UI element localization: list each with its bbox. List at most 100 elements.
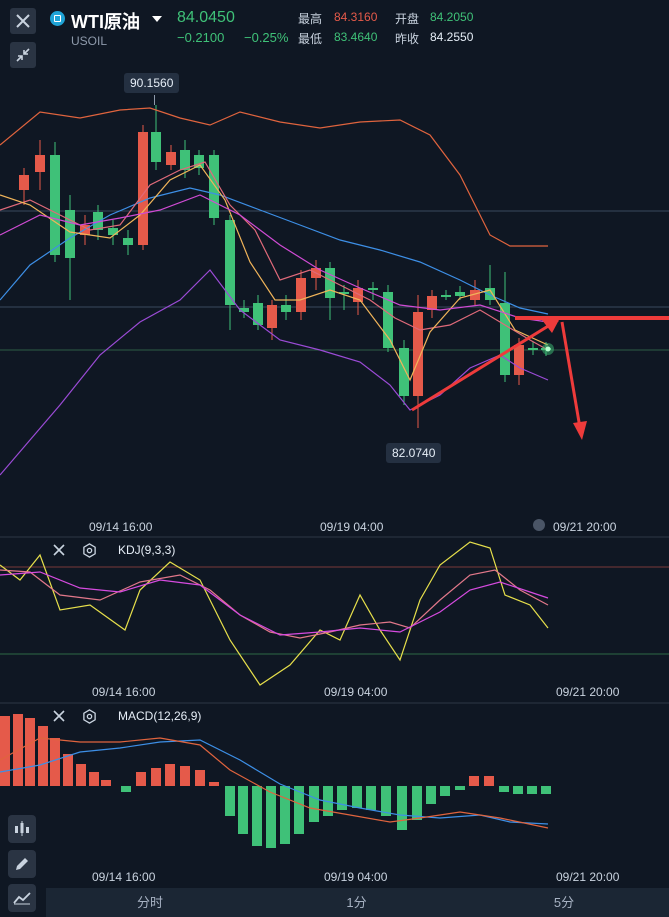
gear-icon: [83, 709, 96, 724]
macd-bar: [25, 718, 35, 786]
ma-line-2: [0, 164, 549, 382]
macd-bar: [426, 786, 436, 804]
date-label: 09/19 04:00: [324, 870, 388, 884]
macd-bar: [337, 786, 347, 810]
macd-bar: [209, 782, 219, 786]
macd-bar: [309, 786, 319, 822]
indicator-tool-button[interactable]: [8, 815, 36, 843]
macd-bar: [252, 786, 262, 846]
boll-upper-line: [0, 107, 548, 247]
macd-bar: [397, 786, 407, 830]
candle-body: [225, 220, 235, 305]
macd-bar: [499, 786, 509, 792]
candle-body: [166, 152, 176, 165]
tab-1min[interactable]: 1分: [254, 888, 459, 917]
macd-chart: [0, 714, 551, 848]
macd-settings-button[interactable]: [82, 709, 97, 724]
candle-body: [281, 305, 291, 312]
tab-timeshare[interactable]: 分时: [46, 888, 254, 917]
tab-5min[interactable]: 5分: [459, 888, 669, 917]
collapse-button[interactable]: [10, 42, 36, 68]
kdj-title: KDJ(9,3,3): [118, 543, 176, 557]
macd-bar: [294, 786, 304, 834]
candle-body: [528, 348, 538, 350]
candle-body: [209, 155, 219, 218]
symbol-logo-icon: [50, 11, 65, 26]
macd-bar: [352, 786, 362, 808]
macd-dif-line: [0, 739, 549, 825]
candle-body: [485, 288, 495, 300]
candle-body: [500, 303, 510, 375]
symbol-name[interactable]: WTI原油: [71, 12, 140, 32]
ma-line-3: [0, 194, 549, 323]
candlestick-chart[interactable]: [0, 105, 551, 476]
macd-bar: [238, 786, 248, 834]
macd-bar: [280, 786, 290, 844]
macd-bar: [225, 786, 235, 816]
macd-bar: [38, 726, 48, 786]
price-change: −0.2100: [177, 30, 225, 45]
close-kdj-button[interactable]: [52, 543, 66, 557]
kdj-d-line: [0, 571, 549, 636]
candle-body: [325, 268, 335, 298]
candle-body: [441, 295, 451, 297]
candle-body: [123, 238, 133, 245]
trend-tool-button[interactable]: [8, 884, 36, 912]
open-label: 开盘: [395, 12, 420, 26]
candle-body: [19, 175, 29, 190]
macd-bar: [136, 772, 146, 786]
candle-body: [296, 278, 306, 312]
candle-body: [151, 132, 161, 162]
candle-body: [267, 305, 277, 328]
max-price-tag: 90.1560: [124, 73, 180, 93]
boll-mid-line: [0, 187, 549, 315]
macd-bar: [484, 776, 494, 786]
date-label: 09/21 20:00: [556, 870, 620, 884]
close-icon: [53, 710, 65, 722]
high-value: 84.3160: [334, 10, 378, 24]
prev-close-value: 84.2550: [430, 30, 474, 44]
macd-bar: [366, 786, 376, 810]
trend-icon: [13, 892, 31, 905]
crosshair-icon[interactable]: [533, 519, 545, 531]
candle-body: [339, 292, 349, 294]
candle-body: [413, 312, 423, 396]
draw-tool-button[interactable]: [8, 850, 36, 878]
prev-close-label: 昨收: [395, 32, 420, 46]
kdj-j-line: [0, 541, 549, 686]
close-icon: [53, 544, 65, 556]
macd-bar: [195, 770, 205, 786]
candle-body: [50, 155, 60, 255]
candle-body: [65, 210, 75, 258]
macd-bar: [381, 786, 391, 816]
pencil-icon: [16, 858, 28, 870]
drawn-arrows[interactable]: [411, 316, 669, 440]
open-value: 84.2050: [430, 10, 474, 24]
date-label: 09/19 04:00: [320, 520, 384, 534]
macd-bar: [513, 786, 523, 794]
candle-body: [427, 296, 437, 310]
date-label: 09/14 16:00: [92, 685, 156, 699]
kdj-settings-button[interactable]: [82, 543, 97, 558]
candle-body: [514, 345, 524, 375]
macd-bar: [76, 764, 86, 786]
candle-body: [180, 150, 190, 170]
date-label: 09/21 20:00: [556, 685, 620, 699]
live-price-dot-core: [545, 346, 551, 352]
macd-bar: [101, 780, 111, 786]
price-change-pct: −0.25%: [244, 30, 289, 45]
symbol-dropdown-icon[interactable]: [152, 16, 162, 22]
close-macd-button[interactable]: [52, 709, 66, 723]
close-button[interactable]: [10, 8, 36, 34]
macd-bar: [469, 776, 479, 786]
macd-bar: [541, 786, 551, 794]
candle-body: [470, 290, 480, 300]
macd-bar: [151, 768, 161, 786]
macd-bar: [527, 786, 537, 794]
candle-body: [138, 132, 148, 245]
macd-bar: [440, 786, 450, 796]
candle-body: [399, 348, 409, 396]
macd-bar: [50, 738, 60, 786]
high-label: 最高: [298, 12, 323, 26]
